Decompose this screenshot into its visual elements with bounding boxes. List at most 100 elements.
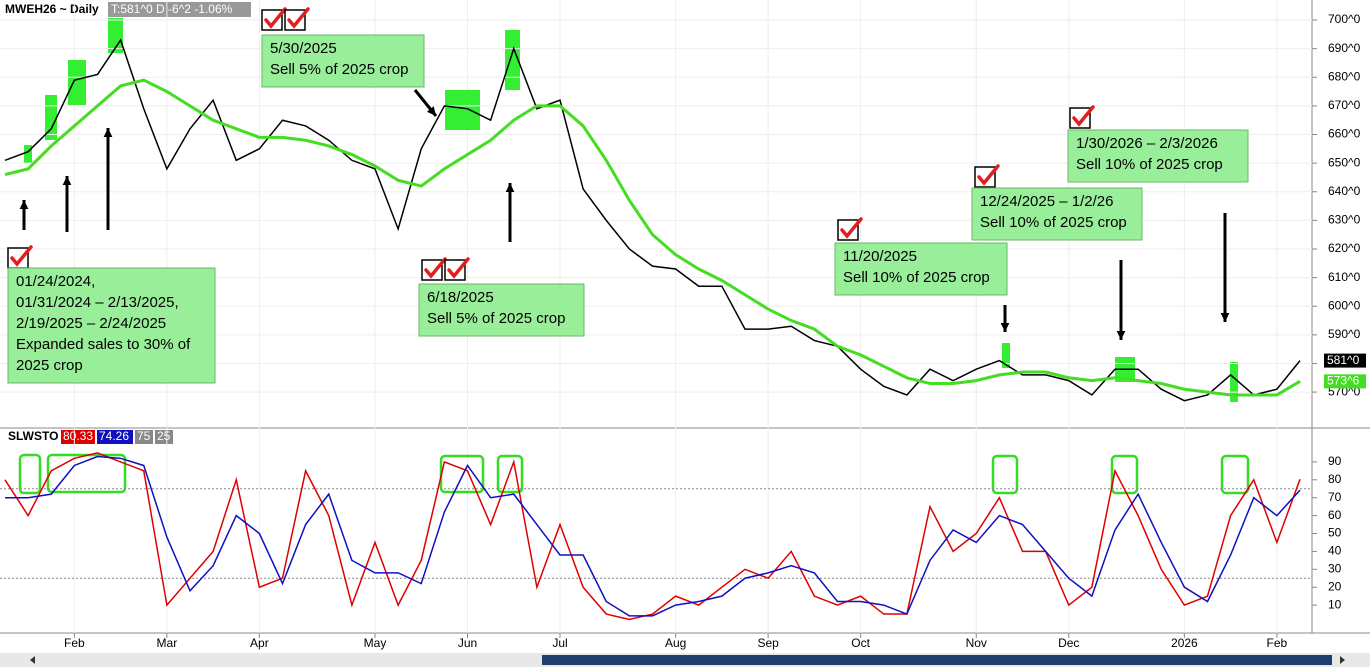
x-tick-label: Feb [64, 636, 85, 650]
y-tick-label: 60 [1328, 508, 1342, 522]
arrow-head [426, 106, 436, 116]
arrow-head [19, 200, 29, 210]
stoch-highlight [496, 454, 524, 494]
annotation-text: 01/31/2024 – 2/13/2025, [16, 294, 179, 311]
annotation-text: 1/30/2026 – 2/3/2026 [1076, 135, 1218, 152]
price-highlight [24, 145, 32, 163]
quote: T:581^0 D -6^2 -1.06% [111, 2, 233, 16]
annotation: 12/24/2025 – 1/2/26 Sell 10% of 2025 crop [971, 187, 1143, 241]
check-box [837, 219, 859, 241]
arrow-head [1116, 330, 1126, 340]
check-mark [977, 164, 1000, 186]
x-tick-label: Nov [966, 636, 987, 650]
scroll-left[interactable] [30, 656, 35, 664]
annotation-box [261, 34, 425, 88]
annotation-text: 2/19/2025 – 2/24/2025 [16, 315, 166, 332]
y-tick-label: 590^0 [1328, 327, 1361, 341]
level-high: 75 [137, 429, 151, 443]
series-line [5, 455, 1301, 617]
y-tick-label: 660^0 [1328, 127, 1361, 141]
stoch-title: SLWSTO [8, 429, 58, 443]
annotation-box [7, 267, 216, 384]
y-tick-label: 610^0 [1328, 270, 1361, 284]
annotation: 5/30/2025 Sell 5% of 2025 crop [261, 34, 425, 88]
last-value-label: 581^0 [1327, 353, 1360, 367]
level-low: 25 [157, 429, 171, 443]
annotation: 6/18/2025 Sell 5% of 2025 crop [418, 283, 585, 337]
annotation-text: Sell 5% of 2025 crop [427, 310, 565, 327]
check-mark [287, 7, 310, 29]
annotation-text: 11/20/2025 [843, 248, 917, 265]
y-tick-label: 680^0 [1328, 69, 1361, 83]
annotation-text: 12/24/2025 – 1/2/26 [980, 193, 1113, 210]
arrow-head [505, 183, 515, 193]
y-tick-label: 30 [1328, 561, 1342, 575]
price-highlight [445, 90, 480, 130]
annotation-box [1067, 129, 1249, 183]
annotation-box [971, 187, 1143, 241]
last-value-box [1324, 353, 1366, 368]
arrow-head [62, 176, 72, 186]
annotation-text: Sell 10% of 2025 crop [1076, 156, 1223, 173]
y-tick-label: 600^0 [1328, 298, 1361, 312]
check-box [261, 9, 283, 31]
annotation-text: 6/18/2025 [427, 289, 494, 306]
price-highlight [1002, 343, 1010, 368]
scrollbar-thumb[interactable] [542, 655, 1332, 665]
arrow-head [1220, 312, 1230, 322]
last-value-label: 573^6 [1327, 374, 1360, 388]
annotation: 01/24/2024, 01/31/2024 – 2/13/2025, 2/19/2… [7, 267, 216, 384]
y-tick-label: 50 [1328, 526, 1342, 540]
price-highlight [68, 60, 86, 105]
chart-title: MWEH26 ~ Daily [5, 2, 99, 16]
x-tick-label: Sep [757, 636, 779, 650]
check-box [974, 166, 996, 188]
y-tick-label: 670^0 [1328, 98, 1361, 112]
y-tick-label: 630^0 [1328, 213, 1361, 227]
y-tick-label: 20 [1328, 579, 1342, 593]
level-box [155, 430, 173, 444]
annotation-text: Sell 10% of 2025 crop [843, 269, 990, 286]
scroll-right[interactable] [1340, 656, 1345, 664]
check-mark [10, 245, 33, 267]
k-box [61, 430, 95, 444]
x-tick-label: Apr [250, 636, 269, 650]
quote-box [108, 2, 251, 17]
arrow-head [103, 128, 113, 138]
stoch-highlight [18, 453, 42, 495]
y-tick-label: 690^0 [1328, 41, 1361, 55]
x-tick-label: 2026 [1171, 636, 1198, 650]
x-tick-label: Oct [851, 636, 870, 650]
check-mark [840, 217, 863, 239]
y-tick-label: 620^0 [1328, 241, 1361, 255]
x-tick-label: Jun [458, 636, 477, 650]
arrow-head [1000, 322, 1010, 332]
x-tick-label: May [364, 636, 387, 650]
d-box [97, 430, 133, 444]
annotation-text: 2025 crop [16, 357, 83, 374]
y-tick-label: 90 [1328, 454, 1342, 468]
stoch-highlight [1110, 454, 1139, 495]
y-tick-label: 80 [1328, 472, 1342, 486]
check-mark [424, 257, 447, 279]
annotation-text: Expanded sales to 30% of [16, 336, 191, 353]
price-highlight [505, 30, 520, 90]
annotation-text: 5/30/2025 [270, 40, 337, 57]
x-tick-label: Feb [1267, 636, 1288, 650]
annotation: 1/30/2026 – 2/3/2026 Sell 10% of 2025 cro… [1067, 129, 1249, 183]
x-tick-label: Aug [665, 636, 686, 650]
y-tick-label: 10 [1328, 597, 1342, 611]
annotation-text: Sell 10% of 2025 crop [980, 214, 1127, 231]
y-tick-label: 700^0 [1328, 12, 1361, 26]
x-tick-label: Mar [157, 636, 178, 650]
k-value: 80.33 [63, 429, 93, 443]
check-mark [1072, 105, 1095, 127]
stoch-highlight [1220, 454, 1250, 495]
stoch-highlight [991, 454, 1019, 495]
check-box [444, 259, 466, 281]
annotation-text: Sell 5% of 2025 crop [270, 61, 408, 78]
annotation-box [418, 283, 585, 337]
series-line [4, 452, 1301, 621]
x-tick-label: Jul [552, 636, 567, 650]
